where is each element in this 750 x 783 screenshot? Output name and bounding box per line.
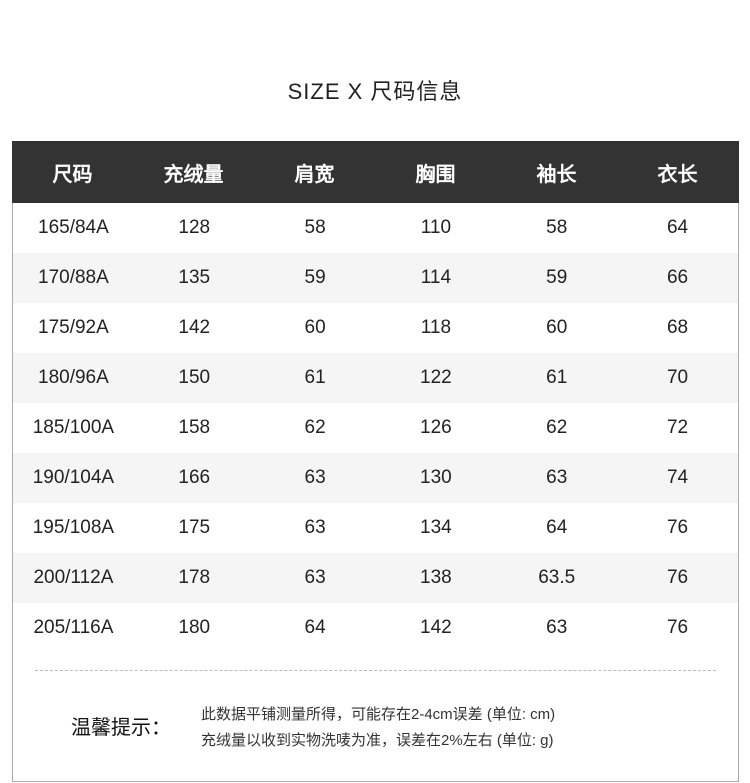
table-cell: 195/108A bbox=[32, 517, 115, 538]
table-cell: 134 bbox=[420, 517, 452, 538]
table-cell: 76 bbox=[666, 617, 689, 638]
table-header: 尺码 充绒量 肩宽 胸围 袖长 衣长 bbox=[12, 141, 739, 203]
column-header: 衣长 bbox=[657, 163, 698, 186]
table-cell: 158 bbox=[178, 417, 211, 438]
table-cell: 62 bbox=[546, 417, 568, 438]
column-header: 充绒量 bbox=[163, 163, 224, 186]
column-header: 肩宽 bbox=[294, 163, 335, 186]
page-title: SIZE X 尺码信息 bbox=[287, 79, 463, 104]
divider bbox=[35, 670, 716, 671]
table-cell: 175/92A bbox=[38, 317, 109, 338]
table-cell: 64 bbox=[666, 217, 689, 238]
table-cell: 142 bbox=[420, 617, 452, 638]
tips-label: 温馨提示： bbox=[71, 717, 171, 739]
table-cell: 61 bbox=[304, 367, 326, 388]
column-header: 尺码 bbox=[52, 163, 93, 186]
table-row: 175/92A 142 60 118 60 68 bbox=[13, 303, 738, 353]
table-cell: 58 bbox=[304, 217, 326, 238]
table-row: 190/104A 166 63 130 63 74 bbox=[13, 453, 738, 503]
table-cell: 165/84A bbox=[38, 217, 109, 238]
table-cell: 178 bbox=[178, 567, 211, 588]
table-cell: 190/104A bbox=[32, 467, 115, 488]
table-cell: 122 bbox=[420, 367, 452, 388]
size-table: 尺码 充绒量 肩宽 胸围 袖长 衣长 165/84A 128 58 110 58 64 170/88A… bbox=[12, 141, 739, 782]
table-row: 200/112A 178 63 138 63.5 76 bbox=[13, 553, 738, 603]
table-cell: 63 bbox=[304, 567, 326, 588]
table-cell: 114 bbox=[420, 267, 452, 288]
table-cell: 180 bbox=[178, 617, 211, 638]
table-cell: 64 bbox=[546, 517, 568, 538]
tips-text: 此数据平铺测量所得，可能存在2-4cm误差 (单位: cm) 充绒量以收到实物洗… bbox=[201, 702, 555, 754]
table-cell: 150 bbox=[178, 367, 211, 388]
table-cell: 126 bbox=[420, 417, 452, 438]
table-cell: 74 bbox=[666, 467, 689, 488]
table-cell: 58 bbox=[546, 217, 568, 238]
table-cell: 59 bbox=[304, 267, 326, 288]
table-cell: 180/96A bbox=[38, 367, 109, 388]
table-cell: 61 bbox=[546, 367, 568, 388]
table-cell: 62 bbox=[304, 417, 326, 438]
table-row: 180/96A 150 61 122 61 70 bbox=[13, 353, 738, 403]
table-cell: 63 bbox=[546, 617, 568, 638]
table-cell: 68 bbox=[666, 317, 689, 338]
table-row: 205/116A 180 64 142 63 76 bbox=[13, 603, 738, 653]
table-cell: 64 bbox=[304, 617, 326, 638]
table-cell: 70 bbox=[666, 367, 689, 388]
table-cell: 166 bbox=[178, 467, 211, 488]
tip-line: 此数据平铺测量所得，可能存在2-4cm误差 (单位: cm) bbox=[201, 706, 556, 723]
table-cell: 72 bbox=[666, 417, 689, 438]
table-cell: 175 bbox=[178, 517, 211, 538]
table-cell: 76 bbox=[666, 567, 689, 588]
table-cell: 66 bbox=[666, 267, 689, 288]
table-cell: 185/100A bbox=[32, 417, 115, 438]
table-cell: 118 bbox=[420, 317, 452, 338]
table-row: 170/88A 135 59 114 59 66 bbox=[13, 253, 738, 303]
table-cell: 128 bbox=[178, 217, 211, 238]
table-cell: 205/116A bbox=[33, 617, 114, 638]
column-header: 袖长 bbox=[536, 163, 577, 186]
table-row: 165/84A 128 58 110 58 64 bbox=[13, 203, 738, 253]
table-cell: 59 bbox=[546, 267, 568, 288]
table-cell: 63.5 bbox=[538, 567, 576, 588]
table-cell: 200/112A bbox=[33, 567, 114, 588]
table-cell: 60 bbox=[546, 317, 568, 338]
column-header: 胸围 bbox=[415, 163, 456, 186]
table-cell: 76 bbox=[666, 517, 689, 538]
table-row: 195/108A 175 63 134 64 76 bbox=[13, 503, 738, 553]
tip-line: 充绒量以收到实物洗唛为准，误差在2%左右 (单位: g) bbox=[201, 732, 554, 749]
table-cell: 63 bbox=[304, 517, 326, 538]
table-cell: 170/88A bbox=[38, 267, 109, 288]
table-cell: 130 bbox=[420, 467, 452, 488]
table-cell: 110 bbox=[420, 217, 452, 238]
table-cell: 138 bbox=[420, 567, 452, 588]
table-cell: 142 bbox=[178, 317, 211, 338]
table-cell: 63 bbox=[546, 467, 568, 488]
table-cell: 135 bbox=[178, 267, 211, 288]
table-row: 185/100A 158 62 126 62 72 bbox=[13, 403, 738, 453]
table-cell: 63 bbox=[304, 467, 326, 488]
table-cell: 60 bbox=[304, 317, 326, 338]
